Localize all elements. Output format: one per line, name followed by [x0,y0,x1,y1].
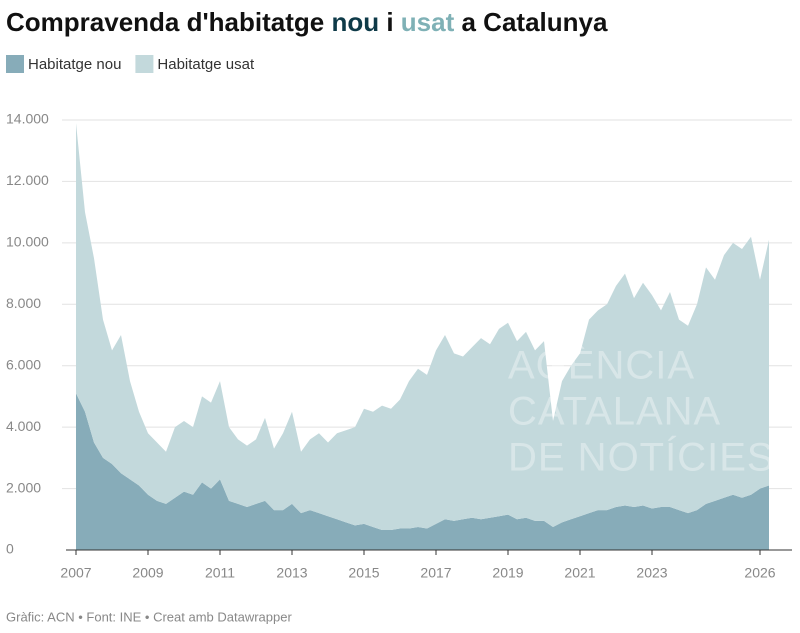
y-tick-label: 12.000 [6,172,49,188]
x-tick-label: 2026 [744,565,775,581]
y-tick-label: 0 [6,541,14,557]
x-tick-label: 2019 [492,565,523,581]
legend-swatch [135,55,154,73]
x-tick-label: 2015 [348,565,379,581]
x-tick-label: 2011 [205,565,235,581]
title-part: a Catalunya [454,7,608,37]
legend-label: Habitatge usat [157,56,255,73]
x-tick-label: 2007 [60,565,91,581]
x-tick-label: 2021 [564,565,595,581]
y-tick-label: 2.000 [6,479,41,495]
y-tick-label: 6.000 [6,356,41,372]
y-tick-label: 8.000 [6,295,41,311]
x-tick-label: 2017 [420,565,451,581]
y-tick-label: 10.000 [6,234,49,250]
title-part: Compravenda d'habitatge [6,7,331,37]
legend-swatch [6,55,24,73]
watermark: CATALANA [508,390,721,434]
y-tick-label: 4.000 [6,418,41,434]
title-part: usat [401,7,455,37]
x-tick-label: 2013 [276,565,307,581]
title-part: nou [331,7,379,37]
title-part: i [379,7,401,37]
watermark: AGÈNCIA [508,343,695,388]
x-tick-label: 2023 [636,565,667,581]
x-tick-label: 2009 [132,565,163,581]
footer: Gràfic: ACN • Font: INE • Creat amb Data… [6,609,292,624]
area [76,123,769,531]
y-tick-label: 14.000 [6,111,49,127]
watermark: DE NOTÍCIES [508,435,775,480]
area [76,393,769,550]
legend-label: Habitatge nou [28,56,121,73]
chart-title: Compravenda d'habitatge nou i usat a Cat… [6,7,608,37]
